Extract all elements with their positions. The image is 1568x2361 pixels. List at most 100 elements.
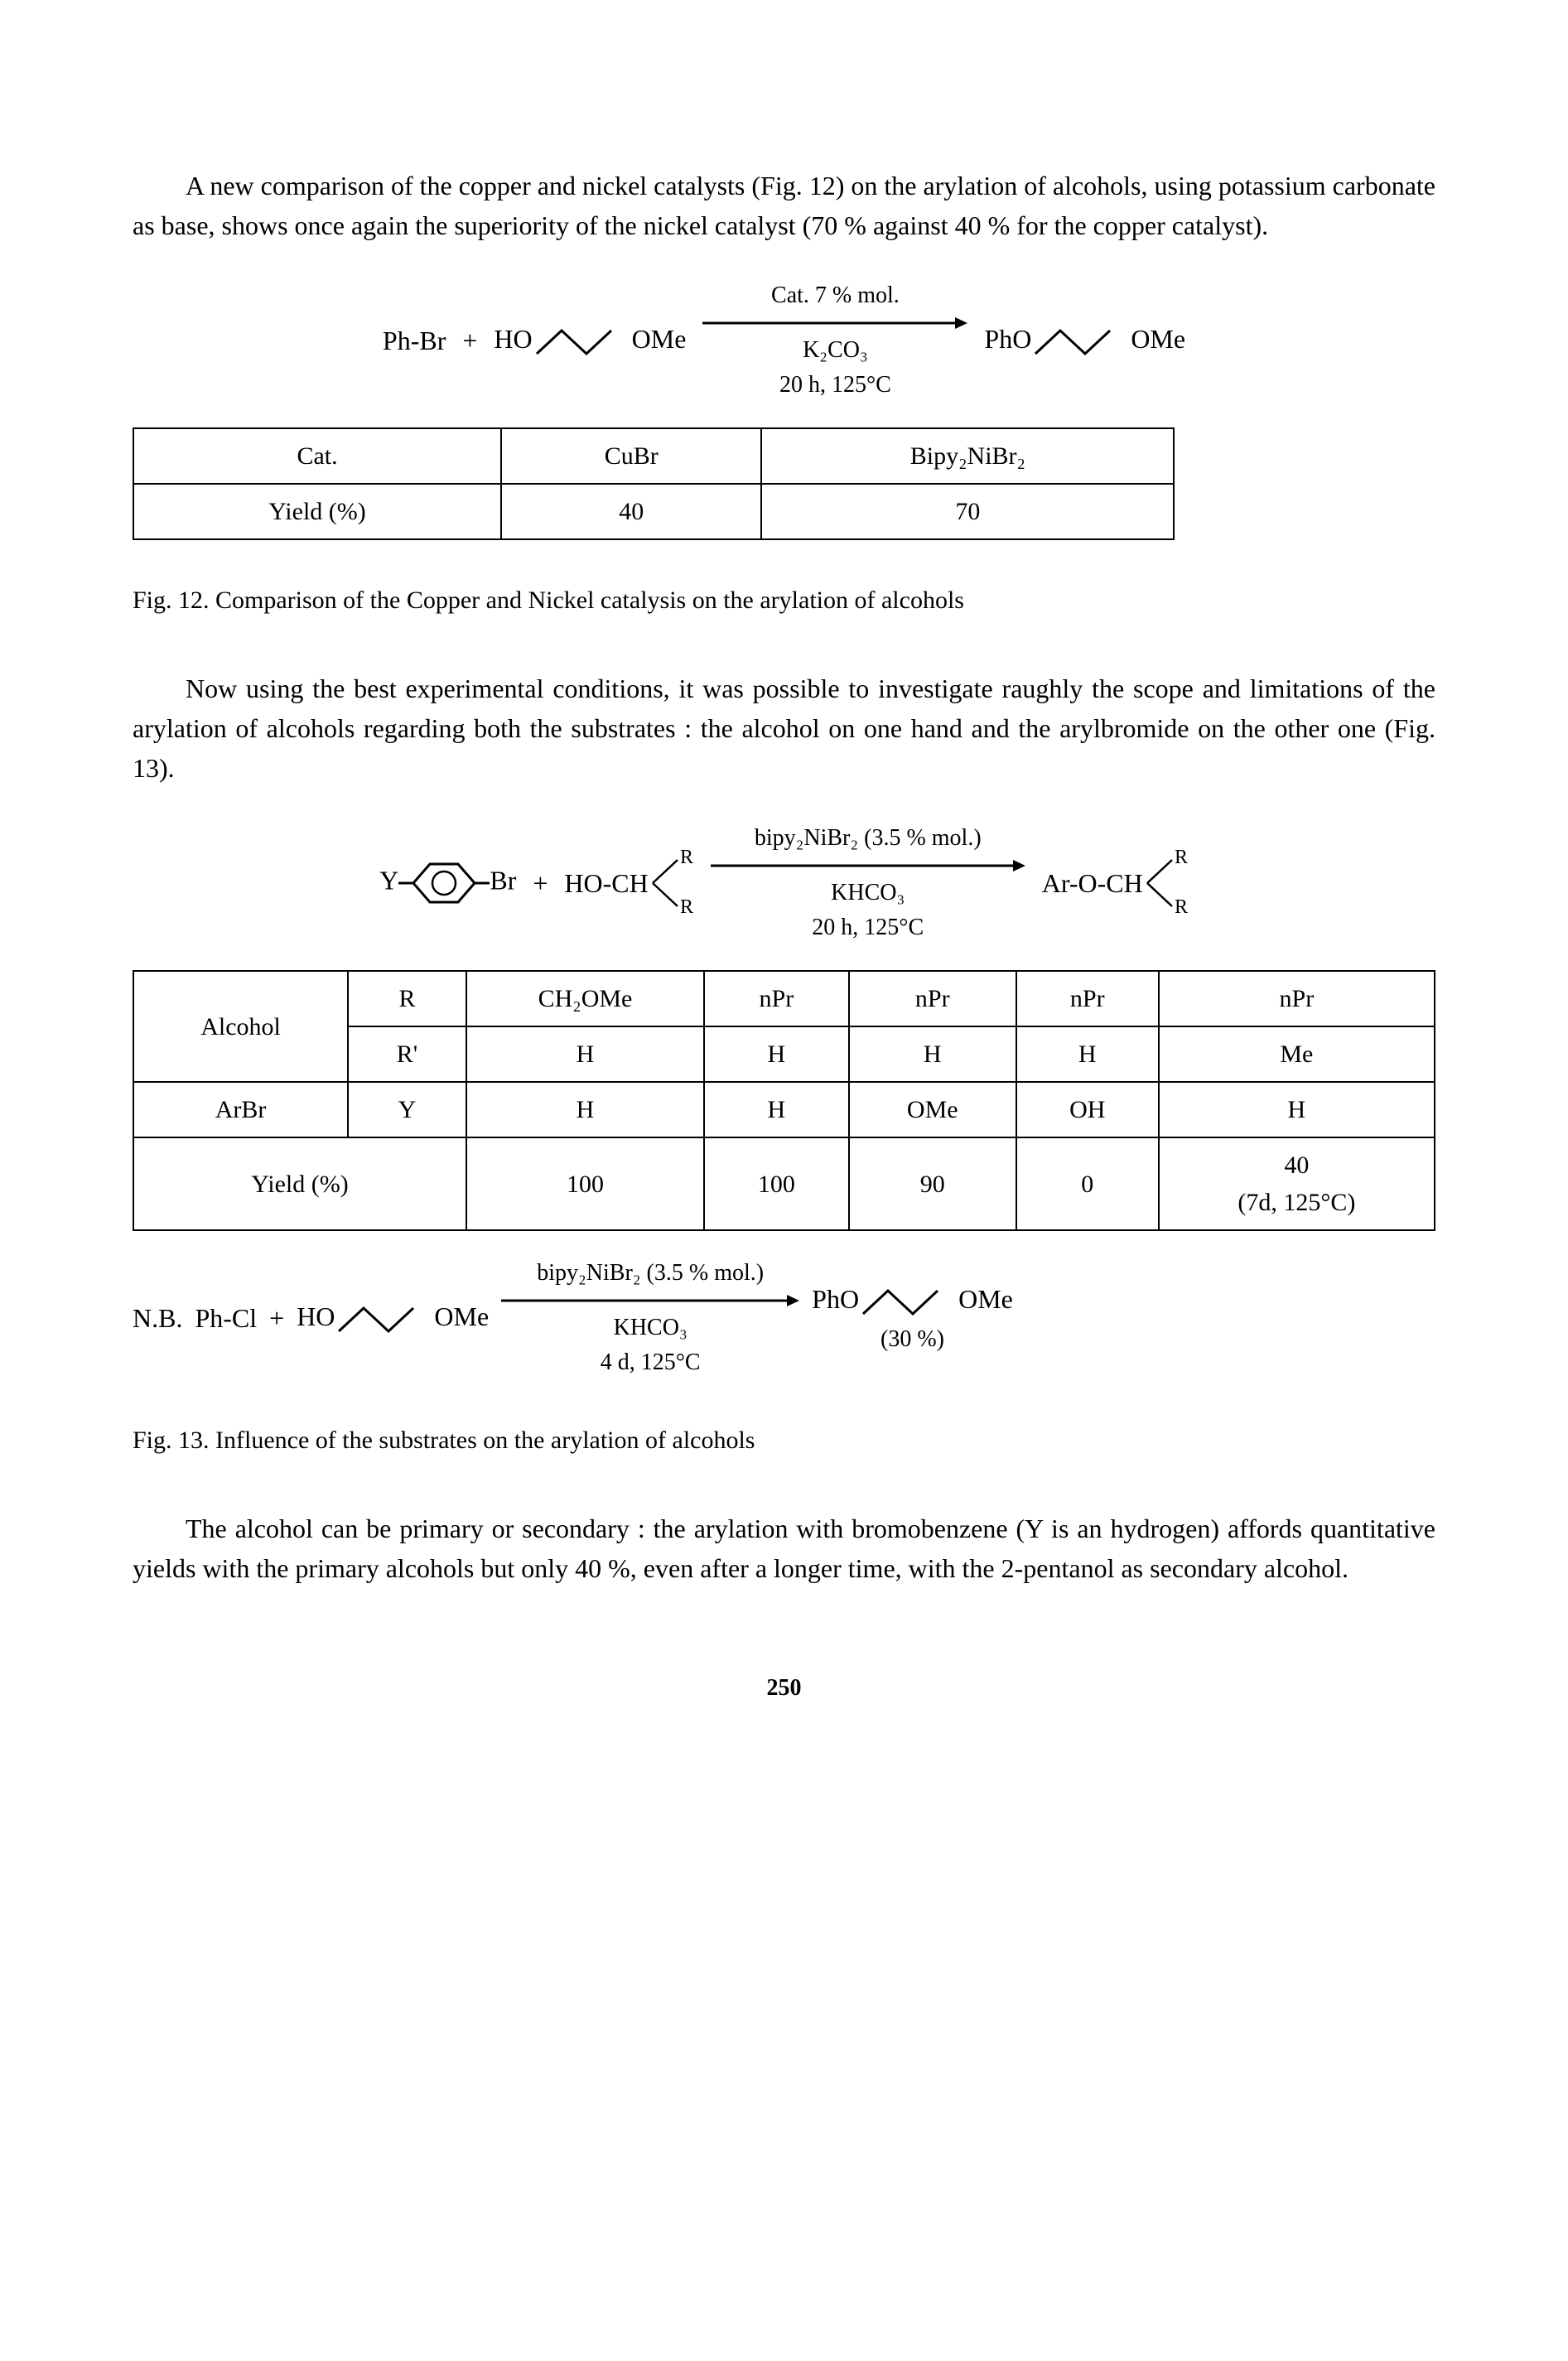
- branch-icon: R R': [1143, 850, 1189, 916]
- table-cell: H: [704, 1082, 849, 1137]
- ho-prefix: HO: [494, 324, 532, 354]
- table-cell: R: [348, 971, 466, 1026]
- table-cell: ArBr: [133, 1082, 348, 1137]
- pho-prefix-nb: PhO: [812, 1284, 859, 1314]
- arrow-bot2-2: 20 h, 125°C: [812, 910, 924, 945]
- product-yield-nb: (30 %): [880, 1322, 944, 1357]
- y-label: Y: [379, 865, 398, 895]
- table-cell: 40 (7d, 125°C): [1159, 1137, 1435, 1230]
- r-label-top: R: [680, 850, 693, 868]
- table-cell: R': [348, 1026, 466, 1082]
- pho-prefix: PhO: [984, 324, 1031, 354]
- table-cell: CuBr: [501, 428, 761, 484]
- reactant-phcl: Ph-Cl: [195, 1298, 257, 1338]
- table-row: Yield (%) 100 100 90 0 40 (7d, 125°C): [133, 1137, 1435, 1230]
- alkyl-chain-icon: [335, 1298, 434, 1340]
- table-cell: H: [849, 1026, 1016, 1082]
- plus-sign: +: [462, 321, 477, 360]
- table-cell: Me: [1159, 1026, 1435, 1082]
- plus-sign-3: +: [269, 1298, 284, 1338]
- table-cell: 40: [501, 484, 761, 539]
- arrow-top-2: bipy₂NiBr₂ (3.5 % mol.): [755, 821, 982, 856]
- table-row: Alcohol R CH₂OMe nPr nPr nPr nPr: [133, 971, 1435, 1026]
- arrow-top-nb: bipy₂NiBr₂ (3.5 % mol.): [537, 1256, 764, 1291]
- aroch-prefix: Ar-O-CH: [1042, 863, 1143, 903]
- table-cell: Bipy₂NiBr₂: [761, 428, 1174, 484]
- table-cell: H: [466, 1082, 704, 1137]
- branch-icon: R R': [649, 850, 694, 916]
- arrow-bot1-2: KHCO₃: [831, 876, 905, 910]
- arrow-icon: [501, 1292, 799, 1309]
- table-cell: 100: [704, 1137, 849, 1230]
- table-cell: nPr: [1159, 971, 1435, 1026]
- table-cell: H: [704, 1026, 849, 1082]
- table-cell: CH₂OMe: [466, 971, 704, 1026]
- figure-12-caption: Fig. 12. Comparison of the Copper and Ni…: [133, 582, 1435, 619]
- table-cell: Cat.: [133, 428, 501, 484]
- alcohol-hoch: HO-CH R R': [564, 850, 693, 916]
- table-cell: 0: [1016, 1137, 1159, 1230]
- paragraph-3: The alcohol can be primary or secondary …: [133, 1509, 1435, 1588]
- figure-13-caption: Fig. 13. Influence of the substrates on …: [133, 1422, 1435, 1459]
- table-cell: OMe: [849, 1082, 1016, 1137]
- table-cell: H: [466, 1026, 704, 1082]
- arrow-icon: [702, 315, 967, 331]
- table-row: ArBr Y H H OMe OH H: [133, 1082, 1435, 1137]
- r-label-bot: R': [1175, 896, 1189, 916]
- alkyl-chain-icon: [859, 1281, 958, 1322]
- table-cell: 70: [761, 484, 1174, 539]
- product-aroch: Ar-O-CH R R': [1042, 850, 1189, 916]
- paragraph-1: A new comparison of the copper and nicke…: [133, 166, 1435, 245]
- nb-label: N.B.: [133, 1298, 182, 1338]
- table-cell: nPr: [849, 971, 1016, 1026]
- arrow-bot2-nb: 4 d, 125°C: [601, 1345, 701, 1380]
- aryl-bromide: Y Br: [379, 854, 516, 912]
- br-label: Br: [490, 865, 516, 895]
- ome-suffix-nb: OMe: [434, 1301, 489, 1331]
- hoch-prefix: HO-CH: [564, 863, 648, 903]
- product-1: PhO OMe: [984, 319, 1185, 363]
- substrate-scope-table: Alcohol R CH₂OMe nPr nPr nPr nPr R' H H …: [133, 970, 1435, 1231]
- arrow-bot2-1: 20 h, 125°C: [779, 368, 891, 403]
- arrow-top-1: Cat. 7 % mol.: [771, 278, 900, 313]
- table-cell: nPr: [704, 971, 849, 1026]
- table-row: Yield (%) 40 70: [133, 484, 1174, 539]
- reaction-arrow-1: Cat. 7 % mol. K₂CO₃ 20 h, 125°C: [702, 278, 967, 403]
- reactant-alcohol-nb: HO OMe: [297, 1296, 489, 1340]
- reaction-scheme-1: Ph-Br + HO OMe Cat. 7 % mol. K₂CO₃ 20 h,…: [133, 278, 1435, 403]
- benzene-ring-icon: [398, 854, 490, 912]
- table-cell: Alcohol: [133, 971, 348, 1082]
- table-cell: Yield (%): [133, 484, 501, 539]
- ome-suffix-nb2: OMe: [958, 1284, 1013, 1314]
- paragraph-2: Now using the best experimental conditio…: [133, 669, 1435, 788]
- reactant-alcohol-1: HO OMe: [494, 319, 686, 363]
- alkyl-chain-icon: [533, 321, 632, 362]
- table-cell: 100: [466, 1137, 704, 1230]
- table-cell: H: [1159, 1082, 1435, 1137]
- reaction-scheme-2: Y Br + HO-CH R R' bipy₂NiBr₂ (3.5 % mol.…: [133, 821, 1435, 945]
- arrow-icon: [711, 857, 1025, 874]
- ho-prefix-nb: HO: [297, 1301, 335, 1331]
- product-nb: PhO OMe (30 %): [812, 1279, 1013, 1358]
- reaction-arrow-2: bipy₂NiBr₂ (3.5 % mol.) KHCO₃ 20 h, 125°…: [711, 821, 1025, 945]
- table-cell: H: [1016, 1026, 1159, 1082]
- r-label-bot: R': [680, 896, 694, 916]
- ome-suffix: OMe: [632, 324, 687, 354]
- reactant-phbr: Ph-Br: [383, 321, 446, 360]
- table-cell: Yield (%): [133, 1137, 466, 1230]
- arrow-bot1-nb: KHCO₃: [614, 1311, 688, 1345]
- table-row: Cat. CuBr Bipy₂NiBr₂: [133, 428, 1174, 484]
- ome-suffix-2: OMe: [1131, 324, 1185, 354]
- page-number: 250: [133, 1671, 1435, 1706]
- arrow-bot1-1: K₂CO₃: [803, 333, 868, 368]
- table-cell: nPr: [1016, 971, 1159, 1026]
- table-cell: Y: [348, 1082, 466, 1137]
- plus-sign-2: +: [533, 863, 548, 903]
- table-cell: OH: [1016, 1082, 1159, 1137]
- r-label-top: R: [1175, 850, 1188, 868]
- table-cell: 90: [849, 1137, 1016, 1230]
- reaction-arrow-nb: bipy₂NiBr₂ (3.5 % mol.) KHCO₃ 4 d, 125°C: [501, 1256, 799, 1380]
- nb-reaction-scheme: N.B. Ph-Cl + HO OMe bipy₂NiBr₂ (3.5 % mo…: [133, 1256, 1435, 1380]
- alkyl-chain-icon: [1031, 321, 1131, 362]
- catalyst-yield-table: Cat. CuBr Bipy₂NiBr₂ Yield (%) 40 70: [133, 427, 1175, 540]
